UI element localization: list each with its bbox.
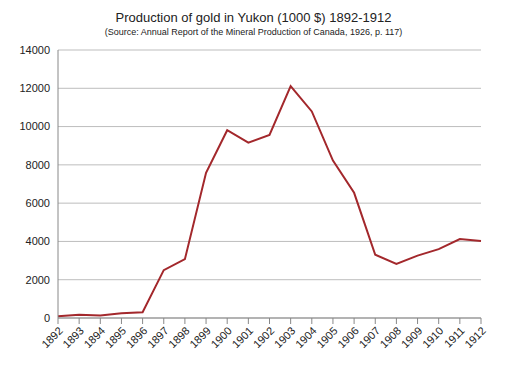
svg-text:1906: 1906 bbox=[335, 324, 361, 350]
svg-text:1901: 1901 bbox=[229, 324, 255, 350]
html-text:(Source: Annual Report of the: (Source: Annual Report of the Mineral Pr… bbox=[104, 27, 403, 37]
svg-text:6000: 6000 bbox=[26, 197, 50, 209]
svg-text:1905: 1905 bbox=[314, 324, 340, 350]
svg-text:14000: 14000 bbox=[19, 44, 50, 56]
svg-text:1909: 1909 bbox=[399, 324, 425, 350]
svg-text:2000: 2000 bbox=[26, 274, 50, 286]
svg-text:1910: 1910 bbox=[420, 324, 446, 350]
svg-text:0: 0 bbox=[44, 312, 50, 324]
svg-text:1900: 1900 bbox=[208, 324, 234, 350]
svg-text:1897: 1897 bbox=[145, 324, 171, 350]
svg-text:1908: 1908 bbox=[378, 324, 404, 350]
svg-text:1898: 1898 bbox=[166, 324, 192, 350]
svg-text:1903: 1903 bbox=[272, 324, 298, 350]
svg-text:12000: 12000 bbox=[19, 82, 50, 94]
svg-text:1911: 1911 bbox=[442, 324, 467, 349]
svg-text:4000: 4000 bbox=[26, 235, 50, 247]
svg-text:1912: 1912 bbox=[462, 324, 488, 350]
svg-text:1892: 1892 bbox=[39, 324, 65, 350]
svg-text:1904: 1904 bbox=[293, 324, 319, 350]
svg-text:1902: 1902 bbox=[251, 324, 277, 350]
svg-text:1894: 1894 bbox=[81, 324, 107, 350]
svg-text:1899: 1899 bbox=[187, 324, 213, 350]
svg-text:10000: 10000 bbox=[19, 120, 50, 132]
svg-text:1907: 1907 bbox=[356, 324, 382, 350]
svg-text:1896: 1896 bbox=[124, 324, 150, 350]
html-text:Production of gold in Yukon (1: Production of gold in Yukon (1000 $) 189… bbox=[115, 10, 392, 25]
svg-text:1893: 1893 bbox=[60, 324, 86, 350]
svg-text:1895: 1895 bbox=[103, 324, 129, 350]
svg-text:8000: 8000 bbox=[26, 159, 50, 171]
